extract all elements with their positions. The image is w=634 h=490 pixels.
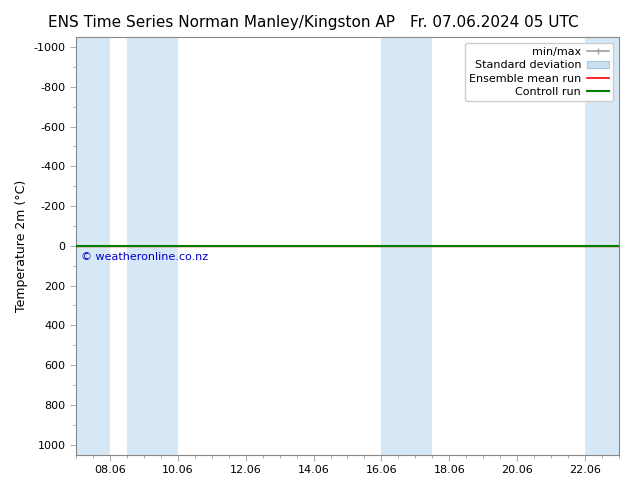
Bar bbox=[382, 37, 432, 455]
Y-axis label: Temperature 2m (°C): Temperature 2m (°C) bbox=[15, 180, 28, 312]
Bar bbox=[127, 37, 178, 455]
Legend: min/max, Standard deviation, Ensemble mean run, Controll run: min/max, Standard deviation, Ensemble me… bbox=[465, 43, 614, 101]
Bar bbox=[76, 37, 110, 455]
Text: ENS Time Series Norman Manley/Kingston AP: ENS Time Series Norman Manley/Kingston A… bbox=[48, 15, 396, 30]
Text: © weatheronline.co.nz: © weatheronline.co.nz bbox=[81, 252, 209, 262]
Bar bbox=[585, 37, 619, 455]
Text: Fr. 07.06.2024 05 UTC: Fr. 07.06.2024 05 UTC bbox=[410, 15, 579, 30]
